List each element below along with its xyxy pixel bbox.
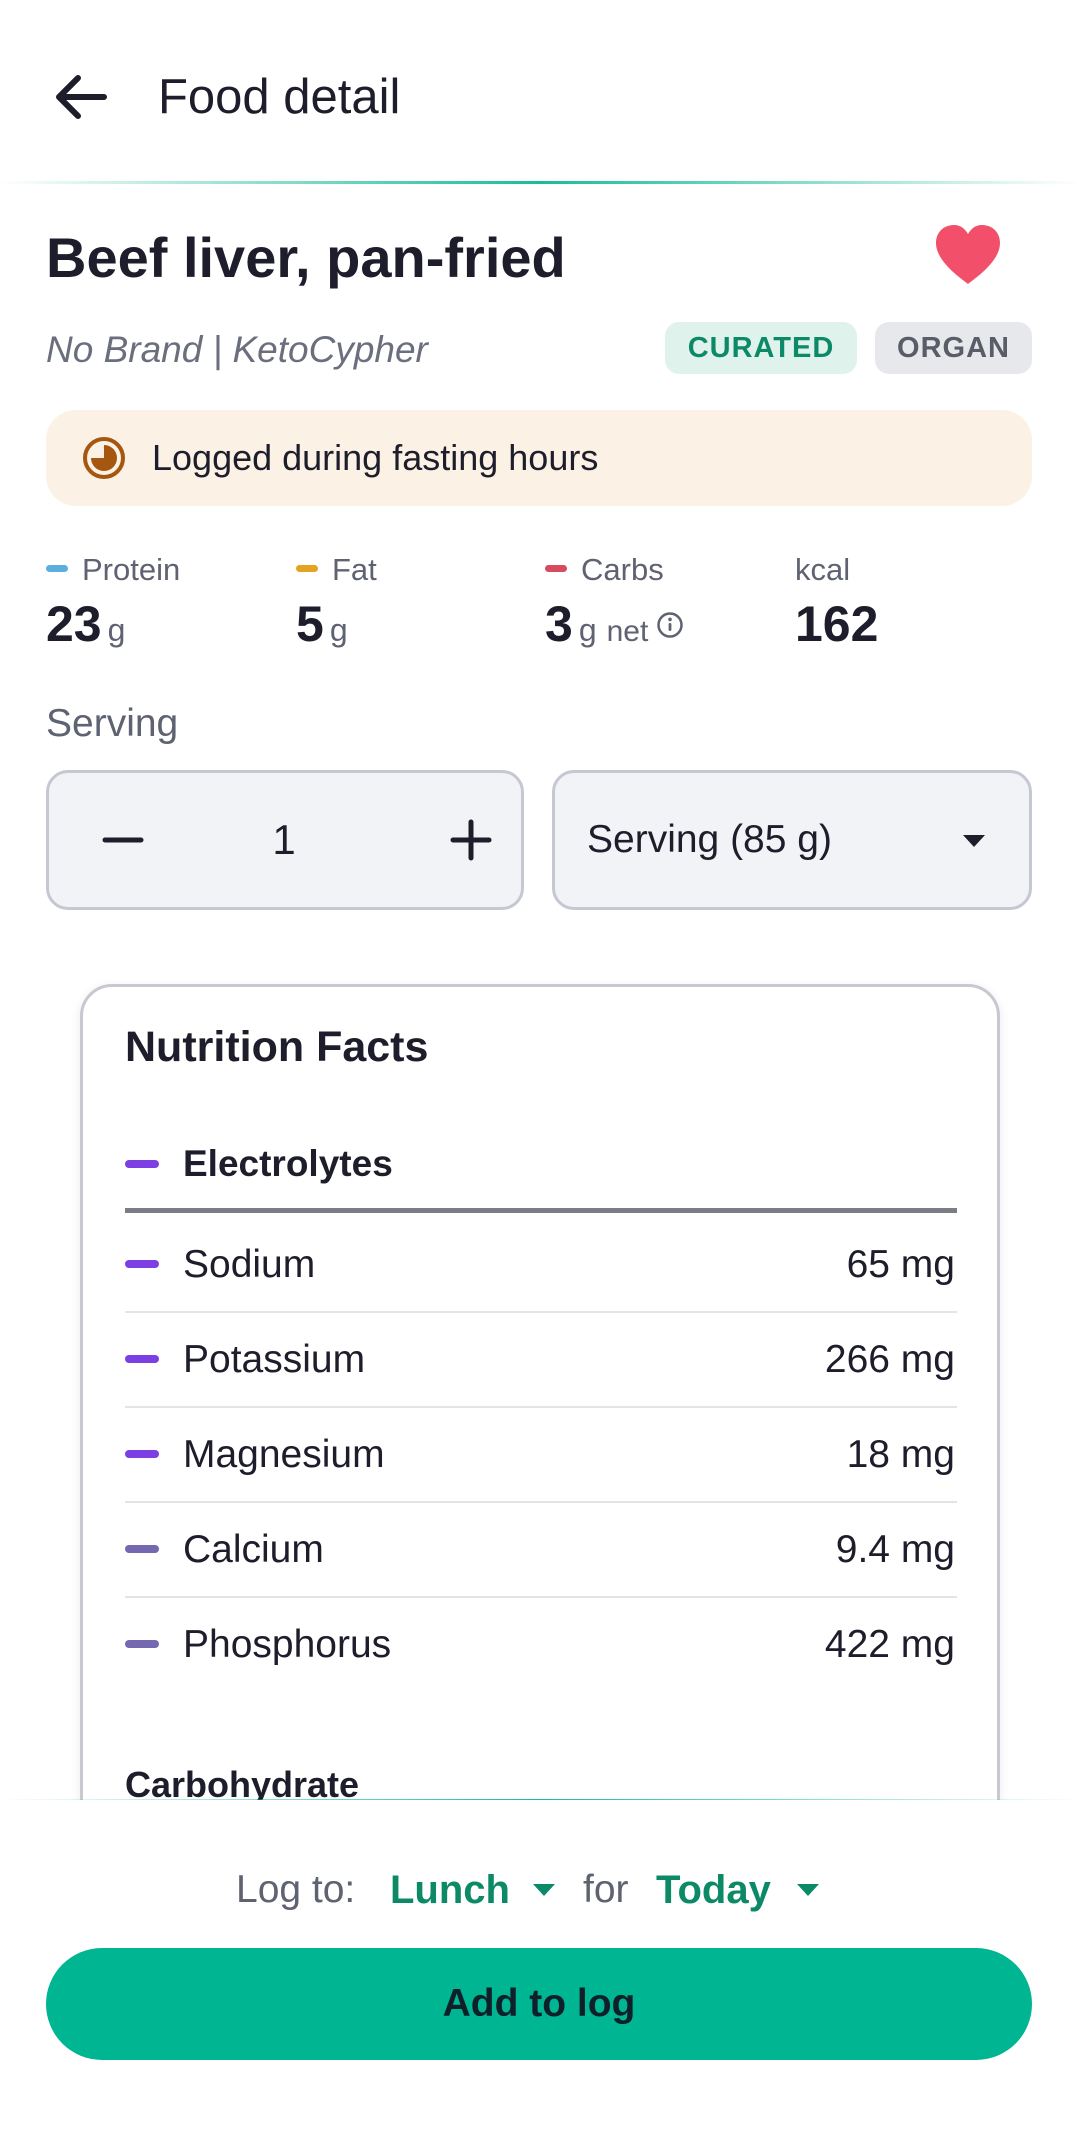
increase-button[interactable] bbox=[439, 808, 503, 872]
electrolyte-color-dash bbox=[125, 1160, 159, 1168]
for-label: for bbox=[583, 1868, 629, 1911]
add-to-log-button[interactable]: Add to log bbox=[46, 1948, 1032, 2060]
nutrient-name: Potassium bbox=[183, 1338, 366, 1381]
macro-label: Protein bbox=[82, 552, 181, 587]
fasting-notice-text: Logged during fasting hours bbox=[152, 437, 599, 478]
food-name: Beef liver, pan-fried bbox=[46, 226, 566, 289]
macro-label: kcal bbox=[795, 552, 851, 587]
carbs-unit: g bbox=[578, 612, 597, 648]
kcal-value: 162 bbox=[795, 596, 879, 652]
info-icon[interactable] bbox=[656, 611, 684, 639]
macro-label: Carbs bbox=[581, 552, 664, 587]
log-target-row: Log to: Lunch for Today bbox=[0, 1850, 1080, 1930]
meal-value: Lunch bbox=[390, 1868, 510, 1912]
meal-select[interactable]: Lunch bbox=[390, 1850, 510, 1930]
nutrient-row-sodium: Sodium 65 mg bbox=[125, 1218, 957, 1313]
serving-unit-select[interactable]: Serving (85 g) bbox=[552, 770, 1032, 910]
organ-badge: ORGAN bbox=[875, 322, 1032, 374]
nutrient-color-dash bbox=[125, 1260, 159, 1268]
curated-badge: CURATED bbox=[665, 322, 857, 374]
macro-carbs: Carbs 3 g net bbox=[545, 548, 805, 664]
serving-label: Serving bbox=[46, 702, 179, 745]
fat-color-dash bbox=[296, 565, 318, 573]
meal-caret-icon[interactable] bbox=[533, 1884, 555, 1896]
section-title: Electrolytes bbox=[183, 1143, 393, 1184]
heart-icon bbox=[936, 225, 1000, 284]
macro-label: Fat bbox=[332, 552, 377, 587]
nutrient-name: Calcium bbox=[183, 1528, 324, 1571]
decrease-button[interactable] bbox=[91, 808, 155, 872]
nutrition-facts-card: Nutrition Facts Electrolytes Sodium 65 m… bbox=[80, 984, 1000, 1800]
serving-unit-value: Serving (85 g) bbox=[587, 818, 832, 861]
protein-unit: g bbox=[107, 612, 126, 648]
fasting-notice: Logged during fasting hours bbox=[46, 410, 1032, 506]
nutrition-facts-title: Nutrition Facts bbox=[125, 1023, 429, 1071]
top-app-bar: Food detail bbox=[0, 0, 1080, 185]
nutrient-name: Sodium bbox=[183, 1243, 316, 1286]
quantity-stepper: 1 bbox=[46, 770, 524, 910]
nutrient-row-potassium: Potassium 266 mg bbox=[125, 1313, 957, 1408]
header-divider bbox=[0, 181, 1080, 184]
plus-icon bbox=[450, 819, 492, 861]
protein-color-dash bbox=[46, 565, 68, 573]
back-button[interactable] bbox=[46, 62, 116, 132]
nutrient-amount: 9.4 mg bbox=[835, 1528, 955, 1571]
electrolytes-section-header: Electrolytes bbox=[125, 1135, 957, 1193]
arrow-left-icon bbox=[56, 75, 107, 119]
macro-kcal: kcal 162 bbox=[795, 548, 1035, 656]
nutrition-scroll-area[interactable]: Nutrition Facts Electrolytes Sodium 65 m… bbox=[0, 940, 1080, 1800]
nutrient-color-dash bbox=[125, 1450, 159, 1458]
carbohydrate-section-header: Carbohydrate bbox=[125, 1764, 360, 1800]
nutrient-amount: 65 mg bbox=[846, 1243, 955, 1286]
nutrient-name: Magnesium bbox=[183, 1433, 385, 1476]
carbs-color-dash bbox=[545, 565, 567, 573]
day-value: Today bbox=[656, 1868, 771, 1912]
carbs-value: 3 bbox=[545, 596, 573, 652]
nutrient-amount: 266 mg bbox=[824, 1338, 955, 1381]
nutrient-color-dash bbox=[125, 1640, 159, 1648]
carbs-net-label: net bbox=[606, 615, 649, 648]
page-title: Food detail bbox=[158, 70, 401, 124]
log-to-label: Log to: bbox=[236, 1868, 356, 1911]
log-bar: Log to: Lunch for Today Add to log bbox=[0, 1800, 1080, 2130]
nutrient-amount: 422 mg bbox=[824, 1623, 955, 1666]
nutrient-row-magnesium: Magnesium 18 mg bbox=[125, 1408, 957, 1503]
section-divider bbox=[125, 1208, 957, 1213]
minus-icon bbox=[102, 837, 144, 843]
nutrient-name: Phosphorus bbox=[183, 1623, 392, 1666]
macro-protein: Protein 23 g bbox=[46, 548, 286, 662]
nutrient-row-calcium: Calcium 9.4 mg bbox=[125, 1503, 957, 1598]
nutrient-color-dash bbox=[125, 1545, 159, 1553]
day-select[interactable]: Today bbox=[656, 1850, 771, 1930]
fasting-clock-icon bbox=[83, 437, 125, 479]
favorite-button[interactable] bbox=[932, 222, 1004, 288]
nutrient-row-phosphorus: Phosphorus 422 mg bbox=[125, 1598, 957, 1693]
nutrient-amount: 18 mg bbox=[846, 1433, 955, 1476]
day-caret-icon[interactable] bbox=[797, 1884, 819, 1896]
brand-source: No Brand | KetoCypher bbox=[46, 329, 428, 370]
protein-value: 23 bbox=[46, 596, 102, 652]
dropdown-caret-icon bbox=[963, 835, 985, 847]
fat-value: 5 bbox=[296, 596, 324, 652]
fat-unit: g bbox=[329, 612, 348, 648]
nutrient-color-dash bbox=[125, 1355, 159, 1363]
quantity-value[interactable]: 1 bbox=[272, 816, 296, 863]
